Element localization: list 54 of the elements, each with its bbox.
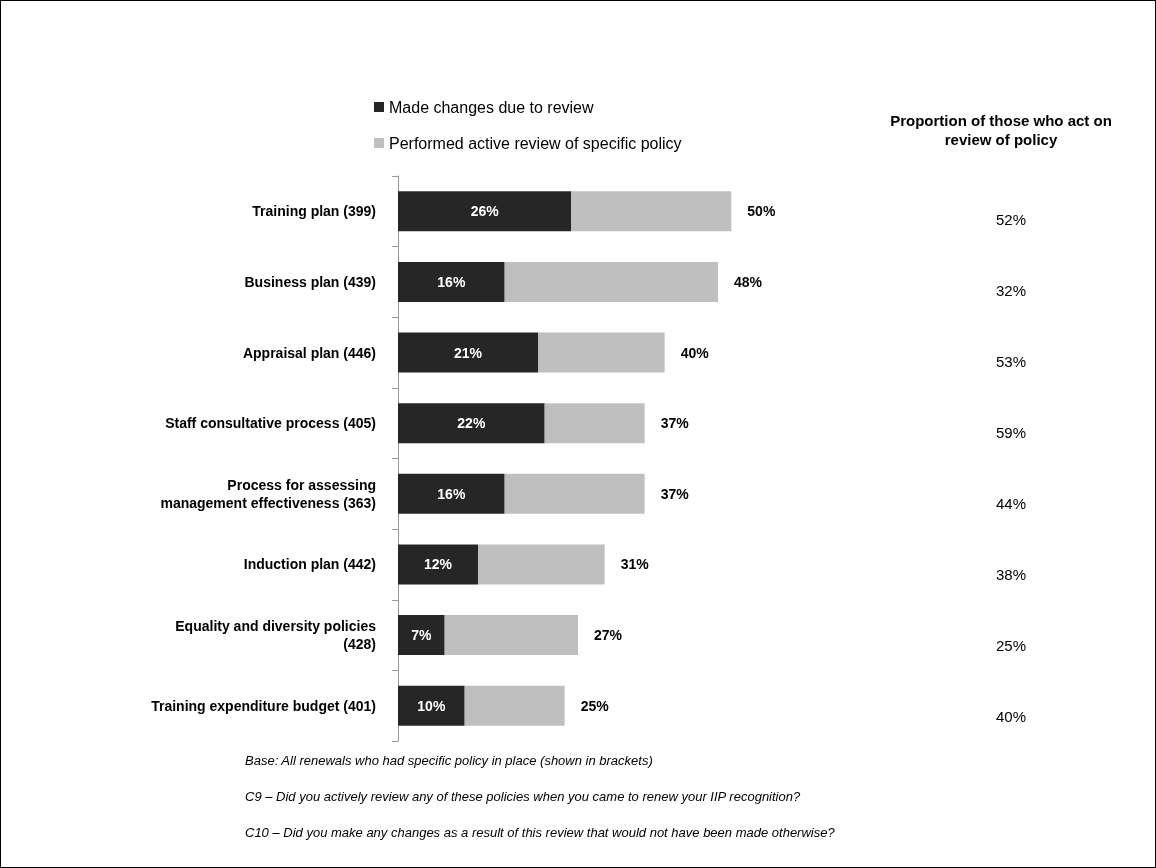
legend-label: Performed active review of specific policy [389,134,682,152]
data-label: 10% [417,697,446,714]
y-tick-label: Business plan (439) [244,273,376,290]
bar [398,261,505,302]
data-label: 12% [423,556,453,573]
data-label: 21% [453,344,483,361]
text: 38% [995,565,1027,583]
data-label: 22% [457,415,486,432]
text: C10 – Did you make any changes as a result of this review that would not have been made otherwise? [245,825,835,840]
bar [398,332,538,373]
total-label: 25% [580,697,610,714]
total-label: 40% [680,344,710,361]
text: 32% [995,282,1027,300]
text: C9 – Did you actively review any of these policies when you came to renew your IIP recognition? [245,789,801,804]
text: 59% [995,424,1027,442]
bar [398,191,572,232]
bar [464,685,565,726]
bar [504,473,645,514]
bar [538,332,665,373]
y-tick-label: Staff consultative process (405) [165,415,376,432]
bar [398,403,545,444]
total-label: 27% [594,627,623,644]
data-label: 26% [470,203,500,220]
total-label: 37% [660,485,690,502]
y-tick-label: Training plan (399) [252,203,376,220]
bar [398,615,445,656]
bar [478,544,605,585]
y-tick-label: Induction plan (442) [243,556,376,573]
total-label: 37% [660,415,690,432]
text: Base: All renewals who had specific policy in place (shown in brackets) [245,753,653,768]
total-label: 48% [734,273,763,290]
text: 52% [995,211,1027,229]
y-tick-label: Process for assessing management effectiveness (363) [160,476,376,511]
text: Proportion of those who act on review of policy [889,111,1113,149]
text: 25% [995,636,1027,654]
bar [398,685,465,726]
data-label: 16% [437,273,466,290]
y-tick-label: Training expenditure budget (401) [151,697,376,714]
bar [544,403,645,444]
y-tick-label: Appraisal plan (446) [242,344,376,361]
bar [398,473,505,514]
bar [571,191,732,232]
bar [504,261,718,302]
data-label: 16% [437,485,466,502]
bar [398,544,478,585]
legend-label: Made changes due to review [389,98,595,116]
text: 44% [995,494,1027,512]
data-label: 7% [411,627,432,644]
text: 53% [995,353,1027,371]
total-label: 50% [747,203,776,220]
bar [444,615,578,656]
total-label: 31% [620,556,650,573]
y-tick-label: Equality and diversity policies (428) [175,618,377,653]
text: 40% [995,707,1027,725]
